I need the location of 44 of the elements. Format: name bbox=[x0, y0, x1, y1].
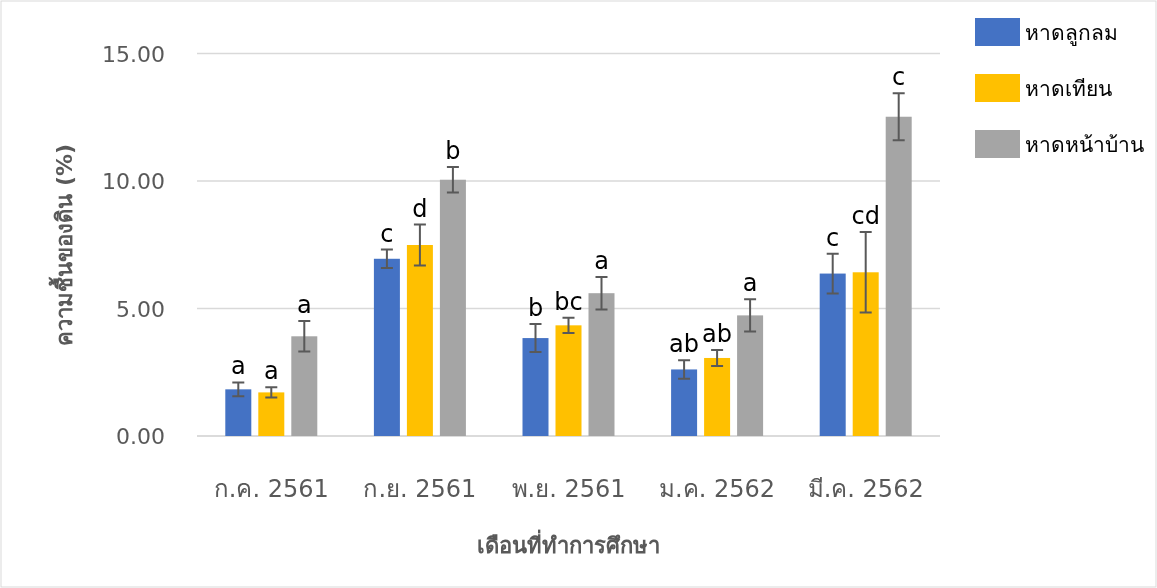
x-tick-label: ม.ค. 2562 bbox=[659, 475, 776, 503]
bar bbox=[439, 179, 466, 436]
annotation: b bbox=[445, 136, 461, 165]
annotation: c bbox=[892, 63, 906, 92]
annotation: a bbox=[296, 290, 312, 319]
x-tick-label: พ.ย. 2561 bbox=[511, 475, 626, 503]
bar bbox=[522, 338, 549, 436]
x-tick-label: ก.ย. 2561 bbox=[363, 475, 477, 503]
y-tick-label: 5.00 bbox=[116, 296, 165, 322]
bar bbox=[291, 336, 318, 436]
annotation: bc bbox=[554, 287, 583, 316]
legend-label: หาดเทียน bbox=[1025, 77, 1112, 101]
annotation: c bbox=[380, 219, 394, 248]
annotation: a bbox=[594, 246, 609, 275]
annotation: ab bbox=[669, 330, 700, 359]
bar bbox=[373, 258, 400, 436]
y-tick-label: 15.00 bbox=[102, 41, 165, 67]
x-tick-label: ก.ค. 2561 bbox=[213, 475, 329, 503]
bar bbox=[819, 273, 846, 436]
bar bbox=[406, 245, 433, 436]
y-tick-label: 10.00 bbox=[102, 169, 165, 194]
x-tick-label: มี.ค. 2562 bbox=[807, 475, 924, 503]
bar bbox=[671, 369, 698, 436]
annotation: a bbox=[742, 269, 758, 298]
x-axis-title: เดือนที่ทำการศึกษา bbox=[477, 529, 660, 558]
annotation: d bbox=[412, 194, 428, 223]
annotation: b bbox=[527, 294, 544, 323]
bar bbox=[852, 272, 879, 436]
y-tick-label: 0.00 bbox=[116, 424, 165, 449]
annotation: ab bbox=[702, 320, 733, 349]
annotation: cd bbox=[851, 202, 880, 230]
annotation: a bbox=[263, 357, 279, 386]
bar bbox=[737, 315, 764, 436]
legend-label: หาดหน้าบ้าน bbox=[1025, 133, 1144, 157]
bar bbox=[258, 392, 285, 436]
bar bbox=[555, 325, 582, 436]
legend-label: หาดลูกลม bbox=[1025, 21, 1118, 46]
bar bbox=[225, 389, 252, 436]
annotation: c bbox=[826, 223, 840, 252]
y-axis-title: ความชื้นของดิน (%) bbox=[48, 143, 77, 346]
bar bbox=[885, 116, 912, 436]
bar bbox=[704, 357, 731, 436]
annotation: a bbox=[230, 352, 246, 381]
bar bbox=[588, 293, 615, 436]
